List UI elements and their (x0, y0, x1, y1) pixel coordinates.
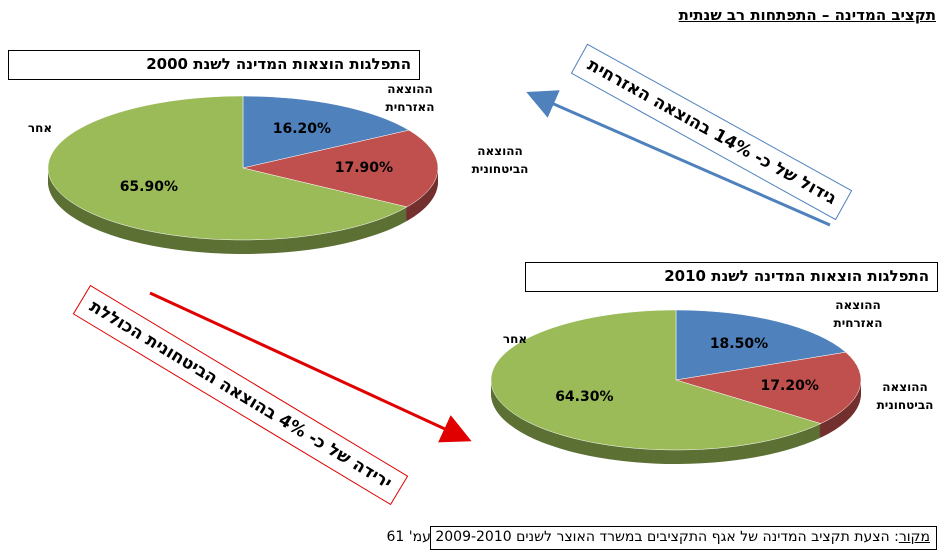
category-label: אחר (502, 332, 528, 346)
source-text: : הצעת תקציב המדינה של אגף התקציבים במשר… (386, 529, 899, 545)
pie-slice (675, 351, 862, 424)
source-label: מקור (898, 529, 930, 545)
chart-title: התפלגות הוצאות המדינה לשנת 2010 (525, 262, 938, 292)
arrow-up (526, 90, 831, 227)
arrow-down (149, 291, 472, 443)
category-label: אחר (27, 121, 53, 135)
category-label: ההוצאה האזרחית (385, 82, 435, 114)
data-label: 18.50% (709, 335, 769, 352)
source: מקור: הצעת תקציב המדינה של אגף התקציבים … (386, 526, 937, 550)
data-label: 16.20% (272, 121, 332, 138)
pie-slice (242, 129, 439, 208)
chart-title: התפלגות הוצאות המדינה לשנת 2000 (8, 50, 420, 80)
main-title: תקציב המדינה – התפתחות רב שנתית (678, 6, 936, 24)
data-label: 64.30% (555, 388, 614, 405)
category-label: ההוצאה האזרחית (833, 298, 883, 330)
data-label: 65.90% (119, 178, 178, 195)
pie-slice (675, 309, 847, 381)
pie-slice (47, 95, 408, 241)
data-label: 17.90% (334, 160, 394, 177)
category-label: ההוצאה הביטחונית (471, 144, 529, 176)
pie-slice (242, 95, 410, 169)
category-label: ההוצאה הביטחונית (876, 380, 934, 412)
pie-slice (490, 309, 822, 451)
data-label: 17.20% (760, 377, 819, 394)
